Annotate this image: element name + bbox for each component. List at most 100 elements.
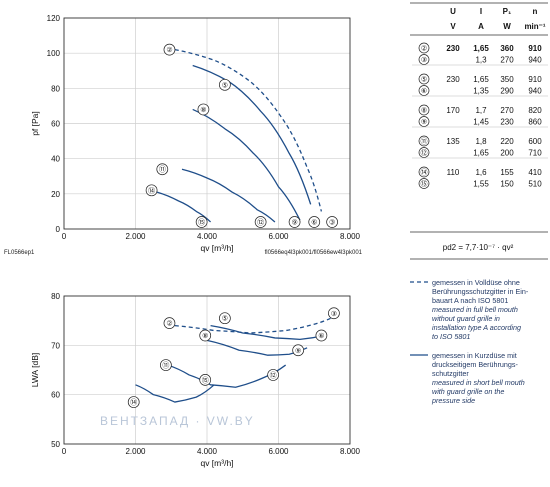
cell-speed: 860 [528, 118, 542, 127]
series-line [206, 339, 308, 356]
legend-text-en: pressure side [431, 396, 475, 405]
y-axis-label: pf [Pa] [30, 111, 40, 136]
curve-label-ring [288, 216, 301, 228]
row-id: ⑫ [421, 149, 428, 157]
x-tick-label: 8.000 [340, 447, 361, 456]
curve-label-ring [197, 103, 210, 116]
table-unit: V [450, 22, 456, 31]
y-tick-label: 40 [51, 155, 60, 164]
row-id: ⑨ [421, 118, 427, 126]
cell-power: 270 [500, 56, 514, 65]
series-line [174, 315, 337, 334]
measurement-legend: gemessen in Volldüse ohneBerührungsschut… [410, 278, 529, 405]
x-tick-label: 6.000 [268, 232, 289, 241]
row-id: ⑤ [421, 76, 427, 84]
cell-voltage: 110 [447, 168, 460, 177]
curve-label: ⑪ [162, 362, 169, 370]
cell-speed: 410 [528, 168, 542, 177]
legend-text-de: gemessen in Kurzdüse mit [432, 351, 517, 360]
legend-text-en: with guard grille on the [432, 387, 504, 396]
dynamic-pressure-formula: pd2 = 7,7·10⁻⁷ · qv² [443, 243, 514, 252]
x-tick-label: 2.000 [125, 447, 146, 456]
row-id: ③ [421, 56, 427, 64]
row-id: ⑥ [421, 87, 427, 95]
row-id-ring [418, 54, 430, 65]
curve-label: ⑧ [200, 106, 206, 114]
y-tick-label: 100 [47, 49, 61, 58]
curve-label-ring [292, 344, 305, 357]
x-axis-label: qv [m³/h] [200, 458, 233, 468]
row-id: ② [421, 45, 427, 53]
row-id-ring [418, 42, 430, 54]
cell-voltage: 170 [446, 106, 460, 115]
series-line [156, 191, 212, 223]
cell-power: 220 [500, 137, 514, 146]
cell-power: 150 [500, 180, 514, 189]
footer-right: fl0566eq4l3pk001/fl0566ew4l3pk001 [265, 250, 363, 256]
table-header: n [533, 7, 538, 16]
y-tick-label: 60 [51, 391, 60, 400]
curve-label-ring [308, 216, 321, 228]
legend-text-en: without guard grille in [432, 314, 500, 323]
row-id: ⑪ [421, 138, 428, 146]
cell-power: 230 [500, 118, 514, 127]
curve-label: ⑪ [159, 166, 166, 174]
cell-current: 1,8 [475, 137, 487, 146]
cell-current: 1,6 [475, 168, 487, 177]
y-tick-label: 70 [51, 341, 60, 350]
cell-power: 270 [500, 106, 514, 115]
cell-speed: 910 [528, 75, 542, 84]
cell-current: 1,65 [473, 75, 489, 84]
watermark-text: ВЕНТЗАПАД · VW.BY [100, 414, 255, 428]
series-line [167, 364, 287, 388]
table-unit: W [503, 22, 511, 31]
cell-current: 1,35 [473, 87, 489, 96]
cell-voltage: 230 [446, 75, 460, 84]
cell-voltage: 135 [446, 137, 460, 146]
curve-label: ⑭ [130, 399, 137, 407]
curve-label-ring [199, 329, 212, 342]
cell-voltage: 230 [446, 44, 460, 53]
x-tick-label: 4.000 [197, 447, 218, 456]
x-tick-label: 8.000 [340, 232, 361, 241]
row-id-ring [418, 73, 430, 85]
legend-text-de: druckseitigem Berührungs- [432, 360, 518, 369]
curve-label-ring [326, 216, 338, 228]
curve-label-ring [315, 329, 328, 342]
curve-label: ⑥ [311, 218, 317, 226]
curve-label: ⑧ [202, 332, 208, 340]
row-id-ring [418, 166, 430, 178]
cell-current: 1,65 [473, 149, 489, 158]
cell-power: 200 [500, 149, 514, 158]
cell-power: 155 [500, 168, 514, 177]
cell-power: 350 [500, 75, 514, 84]
y-tick-label: 80 [51, 292, 60, 301]
cell-speed: 820 [528, 106, 542, 115]
curve-label: ⑨ [295, 347, 301, 355]
row-id-ring [418, 85, 430, 96]
cell-speed: 940 [528, 87, 542, 96]
series-line [210, 324, 326, 341]
x-tick-label: 0 [62, 232, 67, 241]
curve-label-ring [219, 78, 231, 91]
y-tick-label: 120 [47, 14, 61, 23]
legend-text-en: to ISO 5801 [432, 332, 470, 341]
cell-speed: 940 [528, 56, 542, 65]
curve-label-ring [267, 369, 279, 381]
table-unit: min⁻¹ [524, 22, 545, 31]
legend-text-de: gemessen in Volldüse ohne [432, 278, 520, 287]
curve-label: ⑮ [202, 376, 209, 384]
curve-label: ⑫ [257, 218, 264, 226]
legend-text-en: measured in short bell mouth [432, 378, 525, 387]
curve-label-ring [219, 312, 231, 325]
cell-power: 360 [500, 44, 514, 53]
table-header: U [450, 7, 456, 16]
row-id-ring [418, 116, 430, 127]
legend-text-de: schutzgitter [432, 369, 469, 378]
y-tick-label: 20 [51, 190, 60, 199]
curve-label: ⑤ [222, 81, 228, 89]
table-header: P₁ [503, 7, 512, 16]
row-id-ring [418, 135, 430, 147]
